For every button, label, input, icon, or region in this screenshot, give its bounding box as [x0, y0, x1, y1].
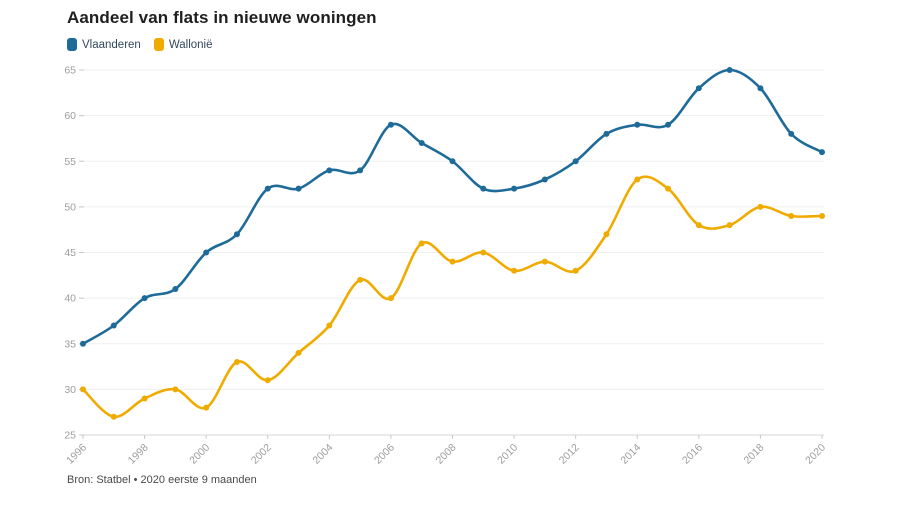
- data-point: [326, 167, 333, 174]
- data-point: [665, 121, 672, 128]
- data-point: [726, 222, 733, 229]
- svg-text:2014: 2014: [618, 442, 643, 467]
- data-point: [264, 185, 271, 192]
- data-point: [480, 185, 487, 192]
- data-point: [203, 249, 210, 256]
- data-point: [480, 249, 487, 256]
- svg-text:2016: 2016: [680, 442, 705, 467]
- legend-item-wallonie: Wallonië: [153, 38, 213, 51]
- legend-swatch-vlaanderen-icon: [67, 38, 77, 51]
- data-point: [110, 413, 117, 420]
- data-point: [603, 130, 610, 137]
- svg-text:60: 60: [64, 110, 76, 122]
- data-point: [264, 377, 271, 384]
- data-point: [449, 158, 456, 165]
- data-point: [665, 185, 672, 192]
- svg-text:2002: 2002: [249, 442, 274, 467]
- svg-text:45: 45: [64, 247, 76, 259]
- data-point: [726, 67, 733, 73]
- svg-text:2010: 2010: [495, 442, 520, 467]
- data-point: [295, 185, 302, 192]
- data-point: [788, 130, 795, 137]
- data-point: [603, 231, 610, 238]
- svg-text:2012: 2012: [557, 442, 582, 467]
- data-point: [141, 295, 148, 302]
- series-vlaanderen: [80, 67, 825, 347]
- svg-text:35: 35: [64, 338, 76, 350]
- data-point: [172, 286, 179, 292]
- data-point: [819, 213, 825, 219]
- data-point: [418, 140, 425, 146]
- svg-text:2018: 2018: [742, 442, 767, 467]
- data-point: [572, 267, 579, 274]
- data-point: [449, 258, 456, 265]
- data-point: [80, 340, 86, 347]
- data-point: [695, 85, 702, 92]
- data-point: [387, 121, 394, 128]
- data-point: [233, 359, 240, 365]
- data-point: [788, 213, 795, 219]
- line-chart: 25 30 35 40 45 50 55 60 65 1996 1998 2000 2002 2004 20…: [64, 65, 828, 467]
- source-note: Bron: Statbel • 2020 eerste 9 maanden: [67, 474, 257, 486]
- svg-text:25: 25: [64, 430, 76, 442]
- data-point: [511, 185, 518, 192]
- data-point: [418, 240, 425, 247]
- data-point: [295, 349, 302, 356]
- series-wallonië: [80, 175, 825, 420]
- data-point: [695, 222, 702, 229]
- svg-text:30: 30: [64, 384, 76, 396]
- svg-text:2004: 2004: [310, 442, 335, 467]
- data-point: [357, 167, 364, 174]
- svg-text:40: 40: [64, 293, 76, 305]
- data-point: [819, 149, 825, 156]
- data-point: [634, 121, 641, 128]
- data-point: [541, 176, 548, 183]
- data-point: [203, 404, 210, 411]
- data-point: [233, 231, 240, 238]
- data-point: [357, 276, 364, 283]
- data-point: [757, 203, 764, 210]
- svg-text:65: 65: [64, 65, 76, 77]
- legend-item-vlaanderen: Vlaanderen: [67, 38, 141, 51]
- data-point: [80, 386, 86, 393]
- data-point: [511, 267, 518, 274]
- chart-canvas: 25 30 35 40 45 50 55 60 65 1996 1998 2000 2002 2004 20…: [0, 60, 900, 480]
- data-point: [634, 176, 641, 183]
- svg-text:2020: 2020: [803, 442, 828, 467]
- page-title: Aandeel van flats in nieuwe woningen: [67, 8, 377, 27]
- data-point: [541, 258, 548, 265]
- svg-text:1996: 1996: [64, 442, 89, 467]
- y-grid: 25 30 35 40 45 50 55 60 65: [64, 65, 824, 442]
- data-point: [141, 395, 148, 402]
- svg-text:1998: 1998: [126, 442, 151, 467]
- legend-label-vlaanderen: Vlaanderen: [82, 38, 141, 51]
- svg-text:50: 50: [64, 201, 76, 213]
- data-point: [572, 158, 579, 165]
- legend-label-wallonie: Wallonië: [168, 38, 213, 51]
- data-point: [110, 322, 117, 329]
- svg-text:2006: 2006: [372, 442, 397, 467]
- chart-legend: Vlaanderen Wallonië: [67, 38, 213, 51]
- data-point: [387, 295, 394, 302]
- data-point: [757, 85, 764, 92]
- legend-swatch-wallonie-icon: [153, 38, 164, 51]
- data-point: [326, 322, 333, 329]
- svg-text:2008: 2008: [434, 442, 459, 467]
- x-axis: 1996 1998 2000 2002 2004 2006 2008 2010 2012 2014…: [64, 435, 828, 467]
- svg-text:55: 55: [64, 156, 76, 168]
- data-point: [172, 386, 179, 393]
- svg-text:2000: 2000: [187, 442, 212, 467]
